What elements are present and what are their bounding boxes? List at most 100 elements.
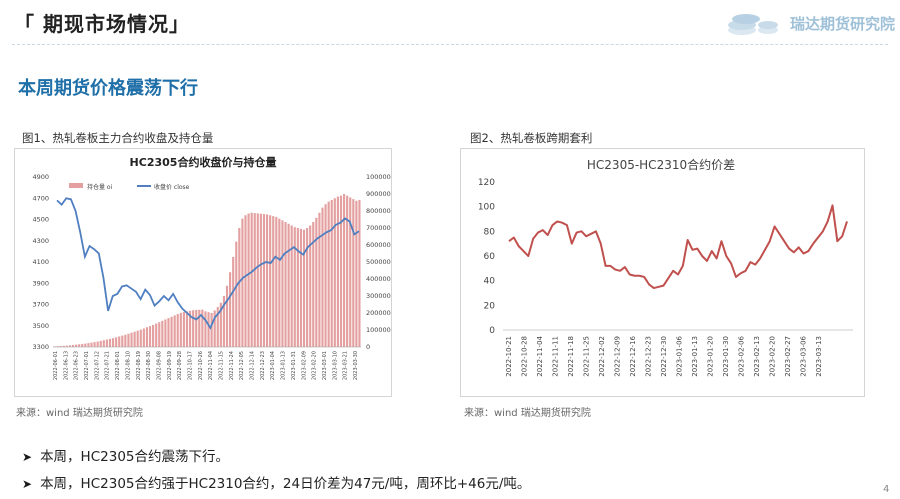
- y-tick-label: 0: [489, 326, 495, 336]
- x-tick-label: 2023-03-01: [322, 351, 328, 380]
- oi-bar: [62, 345, 65, 347]
- x-tick-label: 2022-09-28: [177, 351, 183, 380]
- oi-bar: [262, 214, 266, 347]
- oi-bar: [75, 344, 78, 347]
- oi-bar: [188, 310, 192, 347]
- oi-bar: [275, 216, 278, 347]
- oi-bar: [238, 228, 241, 347]
- oi-bar: [65, 345, 68, 347]
- oi-bar: [278, 218, 281, 347]
- right-tick-label: 0: [366, 343, 370, 351]
- x-tick-label: 2022-12-23: [260, 351, 266, 380]
- oi-bar: [111, 338, 115, 347]
- oi-bar: [161, 320, 164, 347]
- oi-bar: [293, 227, 296, 347]
- left-tick-label: 4300: [32, 237, 49, 245]
- arrow-bullet-icon: ➤: [22, 477, 33, 491]
- left-tick-label: 4100: [32, 258, 49, 266]
- x-tick-label: 2022-11-18: [567, 336, 575, 377]
- oi-bar: [155, 323, 158, 347]
- x-tick-label: 2023-02-27: [784, 336, 792, 377]
- oi-bar: [269, 215, 272, 347]
- oi-bar: [185, 311, 189, 347]
- x-tick-label: 2022-08-10: [125, 351, 131, 380]
- right-tick-label: 600000: [366, 241, 391, 249]
- right-tick-label: 300000: [366, 292, 391, 300]
- oi-bar: [176, 314, 179, 347]
- oi-bar: [108, 338, 112, 347]
- oi-bar: [339, 195, 343, 347]
- chart-1-panel: HC2305合约收盘价与持仓量 持仓量 oi 收盘价 close 4900 470…: [14, 148, 395, 397]
- x-tick-label: 2022-10-21: [505, 336, 513, 377]
- arrow-bullet-icon: ➤: [22, 450, 33, 464]
- oi-bar: [68, 345, 72, 347]
- oi-bar: [355, 200, 358, 347]
- oi-bar: [59, 345, 62, 347]
- chart-2-x-axis: 2022-10-21 2022-10-28 2022-11-04 2022-11-11…: [503, 329, 853, 377]
- oi-bar: [105, 339, 108, 347]
- x-tick-label: 2022-06-23: [74, 351, 80, 380]
- oi-bar: [259, 213, 262, 347]
- oi-bar: [210, 313, 213, 347]
- oi-bar: [124, 334, 127, 347]
- oi-bar: [321, 207, 324, 347]
- oi-bar: [352, 199, 355, 347]
- oi-bar: [312, 222, 315, 347]
- x-tick-label: 2022-11-11: [552, 336, 560, 377]
- chart-2: HC2305-HC2310合约价差 120 100 80 60 40 20 0 2022-1…: [478, 157, 853, 377]
- oi-bar: [306, 228, 309, 347]
- figure-1-caption: 图1、热轧卷板主力合约收盘及持仓量: [22, 131, 214, 145]
- oi-bar: [281, 220, 284, 347]
- right-tick-label: 100000: [366, 326, 391, 334]
- oi-bar: [87, 343, 90, 347]
- oi-bar: [296, 228, 299, 347]
- oi-bar: [222, 296, 226, 347]
- chart-1-legend: 持仓量 oi 收盘价 close: [69, 183, 190, 191]
- x-tick-label: 2023-02-09: [301, 351, 307, 380]
- legend-swatch-oi: [69, 183, 83, 188]
- legend-label-oi: 持仓量 oi: [87, 183, 113, 191]
- x-tick-label: 2022-12-09: [614, 336, 622, 377]
- chart-2-y-axis: 120 100 80 60 40 20 0: [478, 178, 495, 336]
- oi-bar: [84, 343, 87, 347]
- x-tick-label: 2022-08-01: [115, 351, 121, 380]
- y-tick-label: 100: [478, 203, 495, 213]
- oi-bar: [247, 213, 250, 347]
- x-tick-label: 2022-11-15: [219, 351, 225, 380]
- x-tick-label: 2023-01-04: [270, 351, 276, 380]
- oi-bar: [192, 310, 195, 347]
- chart-1-bars: [53, 194, 361, 347]
- x-tick-label: 2023-02-20: [312, 351, 318, 380]
- x-tick-label: 2022-08-19: [136, 351, 142, 380]
- y-tick-label: 60: [484, 252, 496, 262]
- oi-bar: [315, 217, 318, 347]
- oi-bar: [336, 196, 339, 347]
- oi-bar: [56, 346, 59, 347]
- oi-bar: [219, 302, 222, 347]
- oi-bar: [290, 225, 293, 347]
- oi-bar: [204, 311, 207, 347]
- oi-bar: [96, 341, 99, 347]
- oi-bar: [216, 307, 219, 347]
- oi-bar: [272, 216, 275, 347]
- x-tick-label: 2023-01-06: [676, 335, 684, 376]
- chart-2-panel: HC2305-HC2310合约价差 120 100 80 60 40 20 0 2022-1…: [460, 148, 865, 397]
- x-tick-label: 2023-03-30: [353, 351, 359, 380]
- chart-1: HC2305合约收盘价与持仓量 持仓量 oi 收盘价 close 4900 470…: [32, 155, 395, 380]
- oi-bar: [93, 342, 96, 347]
- oi-bar: [173, 315, 176, 347]
- section-title: 本周期货价格震荡下行: [18, 78, 198, 99]
- x-tick-label: 2022-12-02: [598, 336, 606, 377]
- x-tick-label: 2022-11-04: [536, 335, 544, 376]
- oi-bar: [198, 309, 201, 347]
- figure-1-source: 来源：wind 瑞达期货研究院: [16, 408, 143, 419]
- x-tick-label: 2023-02-20: [769, 336, 777, 377]
- x-tick-label: 2023-03-06: [800, 335, 808, 376]
- oi-bar: [53, 346, 56, 347]
- right-tick-label: 200000: [366, 309, 391, 317]
- oi-bar: [90, 342, 93, 347]
- x-tick-label: 2022-06-13: [63, 351, 69, 380]
- oi-bar: [265, 214, 269, 347]
- oi-bar: [201, 309, 204, 347]
- oi-bar: [287, 223, 290, 347]
